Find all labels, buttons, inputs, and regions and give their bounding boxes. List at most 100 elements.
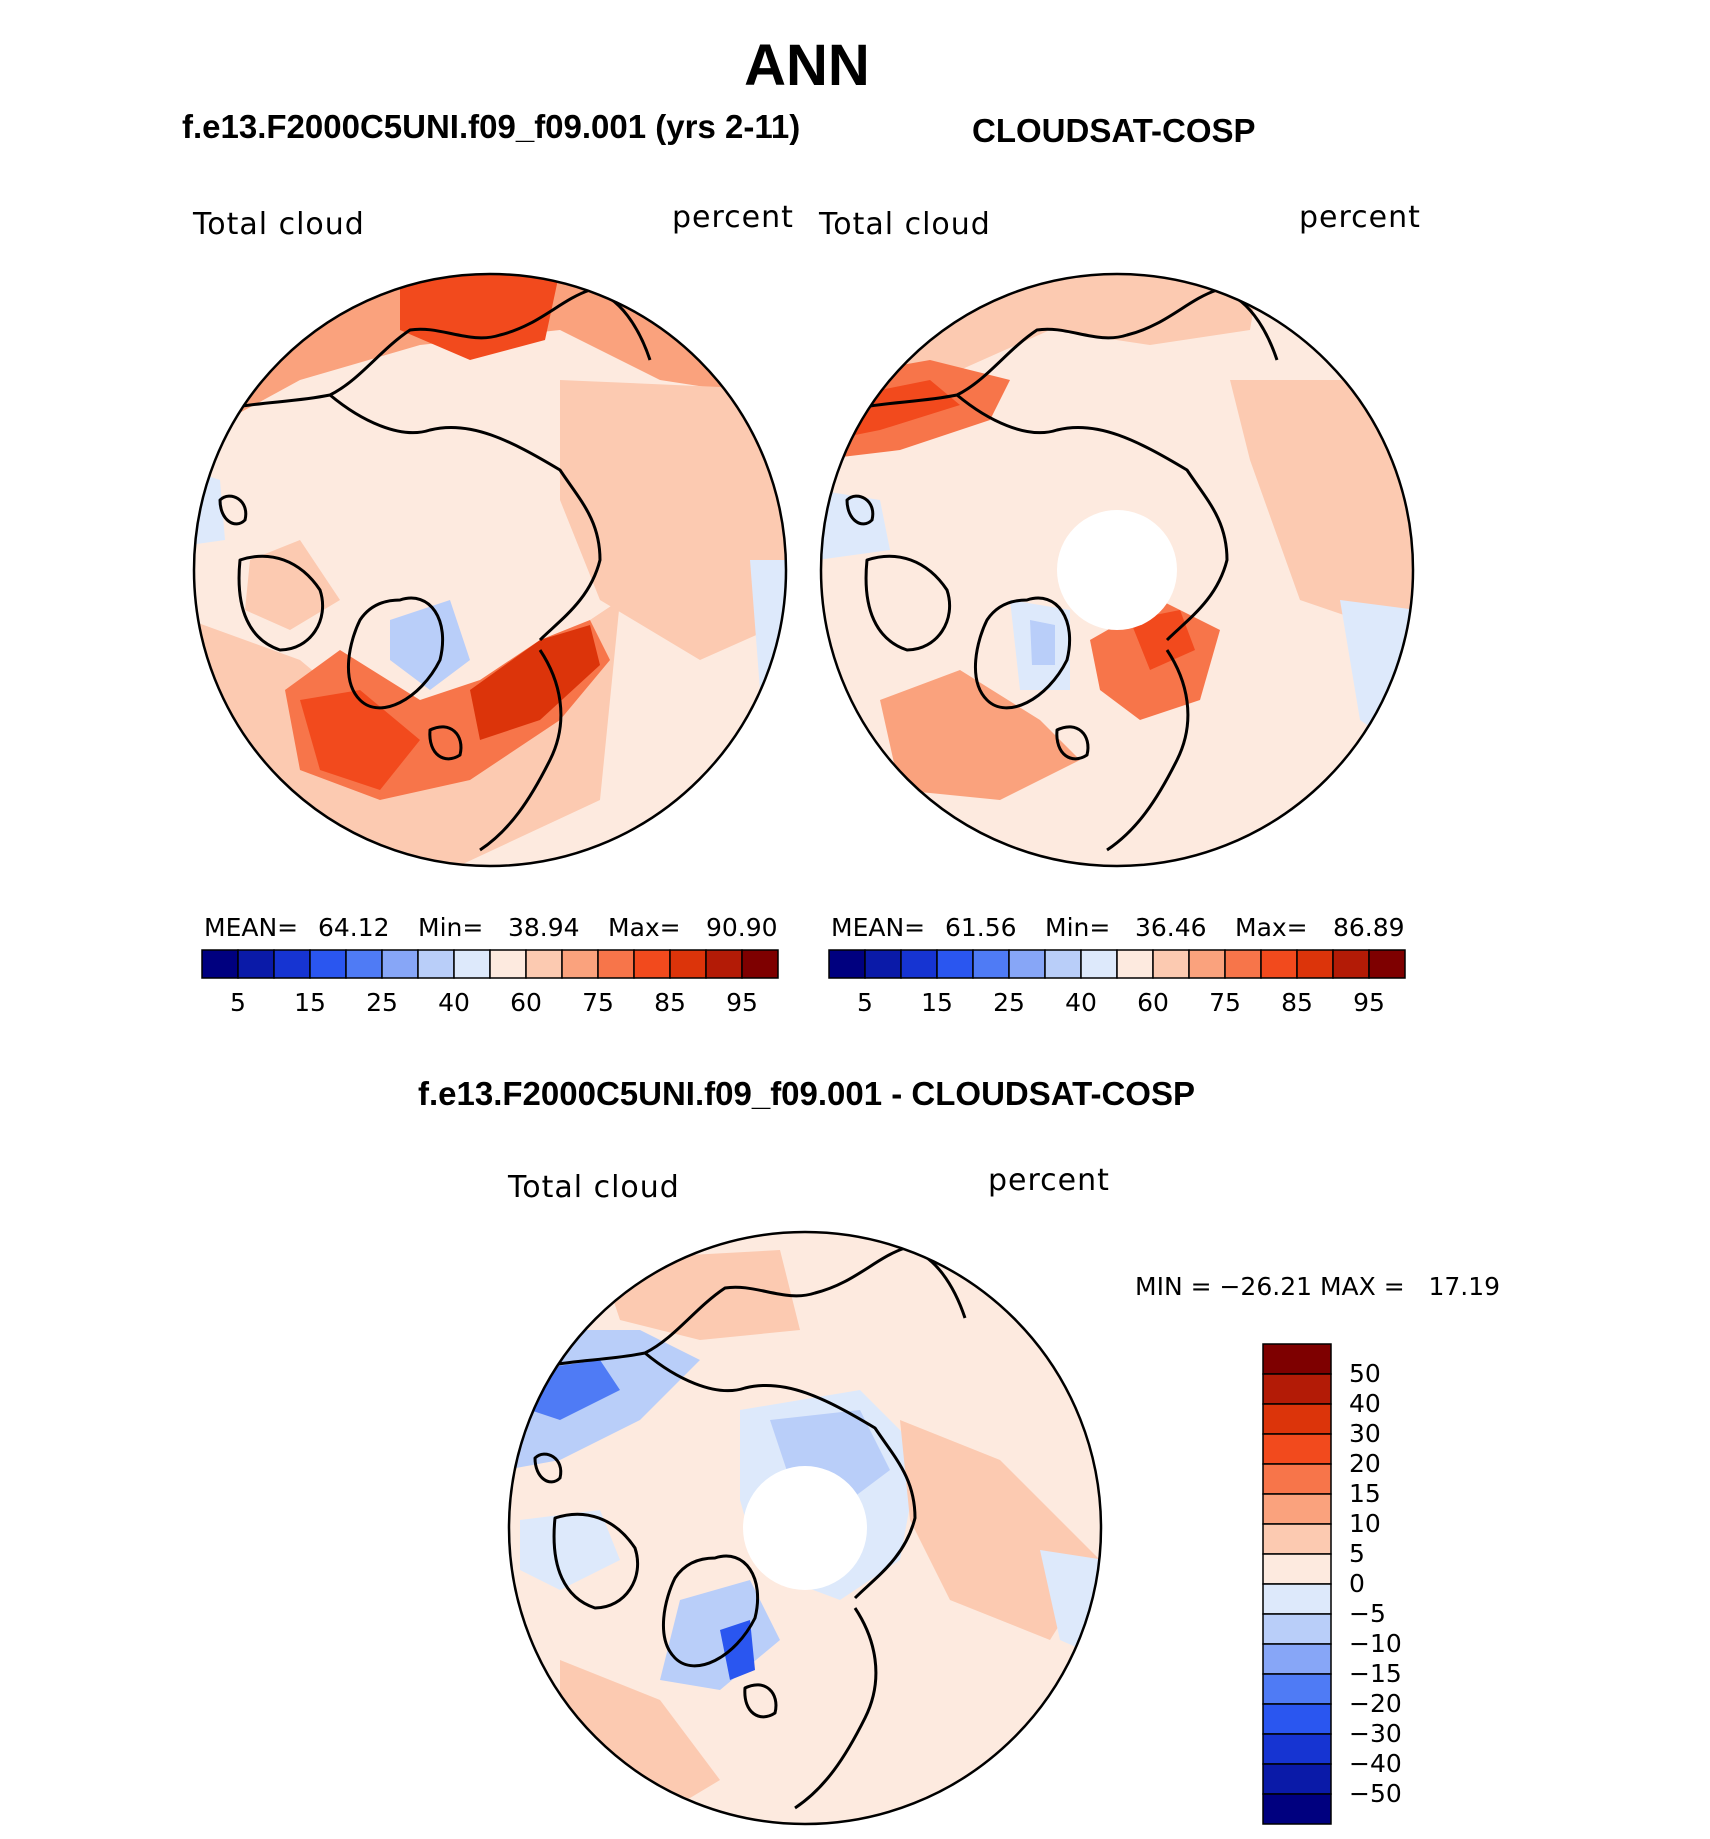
panel2-mean-label: MEAN= (831, 913, 926, 942)
colorbar-tick-label: 25 (993, 988, 1025, 1017)
colorbar-swatch (1152, 949, 1190, 979)
panel1-max-label: Max= (608, 913, 681, 942)
panel1-colorbar (201, 949, 779, 979)
colorbar-swatch (273, 949, 311, 979)
colorbar-tick-label: 5 (1349, 1539, 1365, 1568)
panel2-case-label: CLOUDSAT-COSP (972, 112, 1256, 149)
colorbar-swatch (345, 949, 383, 979)
panel2-colorbar (828, 949, 1406, 979)
colorbar-swatch (1262, 1403, 1332, 1435)
colorbar-tick-label: −50 (1349, 1779, 1402, 1808)
panel1-variable-label: Total cloud (193, 207, 365, 242)
diff-units-label: percent (988, 1163, 1110, 1198)
diff-map (509, 1232, 1101, 1824)
diff-map-border (507, 1230, 1103, 1826)
colorbar-swatch (864, 949, 902, 979)
colorbar-tick-label: 50 (1349, 1359, 1381, 1388)
panel1-case-label: f.e13.F2000C5UNI.f09_f09.001 (yrs 2-11) (182, 108, 801, 145)
colorbar-swatch (1262, 1493, 1332, 1525)
colorbar-tick-label: 60 (1137, 988, 1169, 1017)
diff-title: f.e13.F2000C5UNI.f09_f09.001 - CLOUDSAT-… (418, 1075, 1195, 1112)
colorbar-swatch (597, 949, 635, 979)
colorbar-swatch (1188, 949, 1226, 979)
colorbar-swatch (1262, 1733, 1332, 1765)
colorbar-tick-label: 20 (1349, 1449, 1381, 1478)
colorbar-tick-label: 85 (1281, 988, 1313, 1017)
colorbar-swatch (828, 949, 866, 979)
colorbar-tick-label: 40 (438, 988, 470, 1017)
colorbar-swatch (1262, 1373, 1332, 1405)
panel1-mean-value: 64.12 (318, 913, 390, 942)
colorbar-swatch (1044, 949, 1082, 979)
colorbar-swatch (1262, 1343, 1332, 1375)
colorbar-swatch (1116, 949, 1154, 979)
colorbar-swatch (201, 949, 239, 979)
panel2-variable-label: Total cloud (819, 207, 991, 242)
colorbar-swatch (489, 949, 527, 979)
colorbar-swatch (633, 949, 671, 979)
colorbar-swatch (1262, 1793, 1332, 1825)
panel2-max-value: 86.89 (1333, 913, 1405, 942)
colorbar-swatch (1008, 949, 1046, 979)
colorbar-tick-label: 95 (1353, 988, 1385, 1017)
panel1-mean-label: MEAN= (204, 913, 299, 942)
colorbar-swatch (1224, 949, 1262, 979)
colorbar-swatch (705, 949, 743, 979)
colorbar-swatch (525, 949, 563, 979)
colorbar-tick-label: −15 (1349, 1659, 1402, 1688)
page-title: ANN (744, 33, 870, 98)
colorbar-swatch (900, 949, 938, 979)
panel1-min-label: Min= (418, 913, 484, 942)
colorbar-tick-label: 60 (510, 988, 542, 1017)
colorbar-swatch (561, 949, 599, 979)
colorbar-swatch (417, 949, 455, 979)
colorbar-tick-label: 10 (1349, 1509, 1381, 1538)
panel2-units-label: percent (1299, 200, 1421, 235)
colorbar-swatch (1262, 1673, 1332, 1705)
panel2-map-border (819, 272, 1415, 868)
colorbar-tick-label: −40 (1349, 1749, 1402, 1778)
panel1-min-value: 38.94 (508, 913, 580, 942)
colorbar-tick-label: 95 (726, 988, 758, 1017)
colorbar-tick-label: 5 (230, 988, 246, 1017)
colorbar-tick-label: 5 (857, 988, 873, 1017)
colorbar-tick-label: −30 (1349, 1719, 1402, 1748)
diff-minmax: MIN = −26.21 MAX = 17.19 (1135, 1272, 1501, 1301)
colorbar-swatch (1262, 1703, 1332, 1735)
panel1-map-border (192, 272, 788, 868)
colorbar-swatch (1368, 949, 1406, 979)
colorbar-tick-label: 0 (1349, 1569, 1365, 1598)
colorbar-swatch (1080, 949, 1118, 979)
panel2-mean-value: 61.56 (945, 913, 1017, 942)
colorbar-swatch (1262, 1523, 1332, 1555)
colorbar-swatch (237, 949, 275, 979)
colorbar-swatch (936, 949, 974, 979)
colorbar-swatch (741, 949, 779, 979)
colorbar-swatch (972, 949, 1010, 979)
colorbar-tick-label: 30 (1349, 1419, 1381, 1448)
panel2-min-value: 36.46 (1135, 913, 1207, 942)
colorbar-tick-label: 75 (582, 988, 614, 1017)
colorbar-swatch (1262, 1613, 1332, 1645)
panel2-max-label: Max= (1235, 913, 1308, 942)
panel1-units-label: percent (672, 200, 794, 235)
colorbar-swatch (669, 949, 707, 979)
panel2-min-label: Min= (1045, 913, 1111, 942)
colorbar-swatch (1262, 1433, 1332, 1465)
colorbar-swatch (1262, 1583, 1332, 1615)
colorbar-swatch (1332, 949, 1370, 979)
colorbar-tick-label: 85 (654, 988, 686, 1017)
colorbar-tick-label: 15 (294, 988, 326, 1017)
colorbar-swatch (1260, 949, 1298, 979)
colorbar-tick-label: −10 (1349, 1629, 1402, 1658)
diff-colorbar (1262, 1343, 1332, 1825)
colorbar-tick-label: −5 (1349, 1599, 1386, 1628)
diff-variable-label: Total cloud (508, 1170, 680, 1205)
colorbar-tick-label: −20 (1349, 1689, 1402, 1718)
colorbar-swatch (1296, 949, 1334, 979)
colorbar-tick-label: 25 (366, 988, 398, 1017)
colorbar-tick-label: 40 (1349, 1389, 1381, 1418)
colorbar-tick-label: 40 (1065, 988, 1097, 1017)
colorbar-tick-label: 15 (921, 988, 953, 1017)
